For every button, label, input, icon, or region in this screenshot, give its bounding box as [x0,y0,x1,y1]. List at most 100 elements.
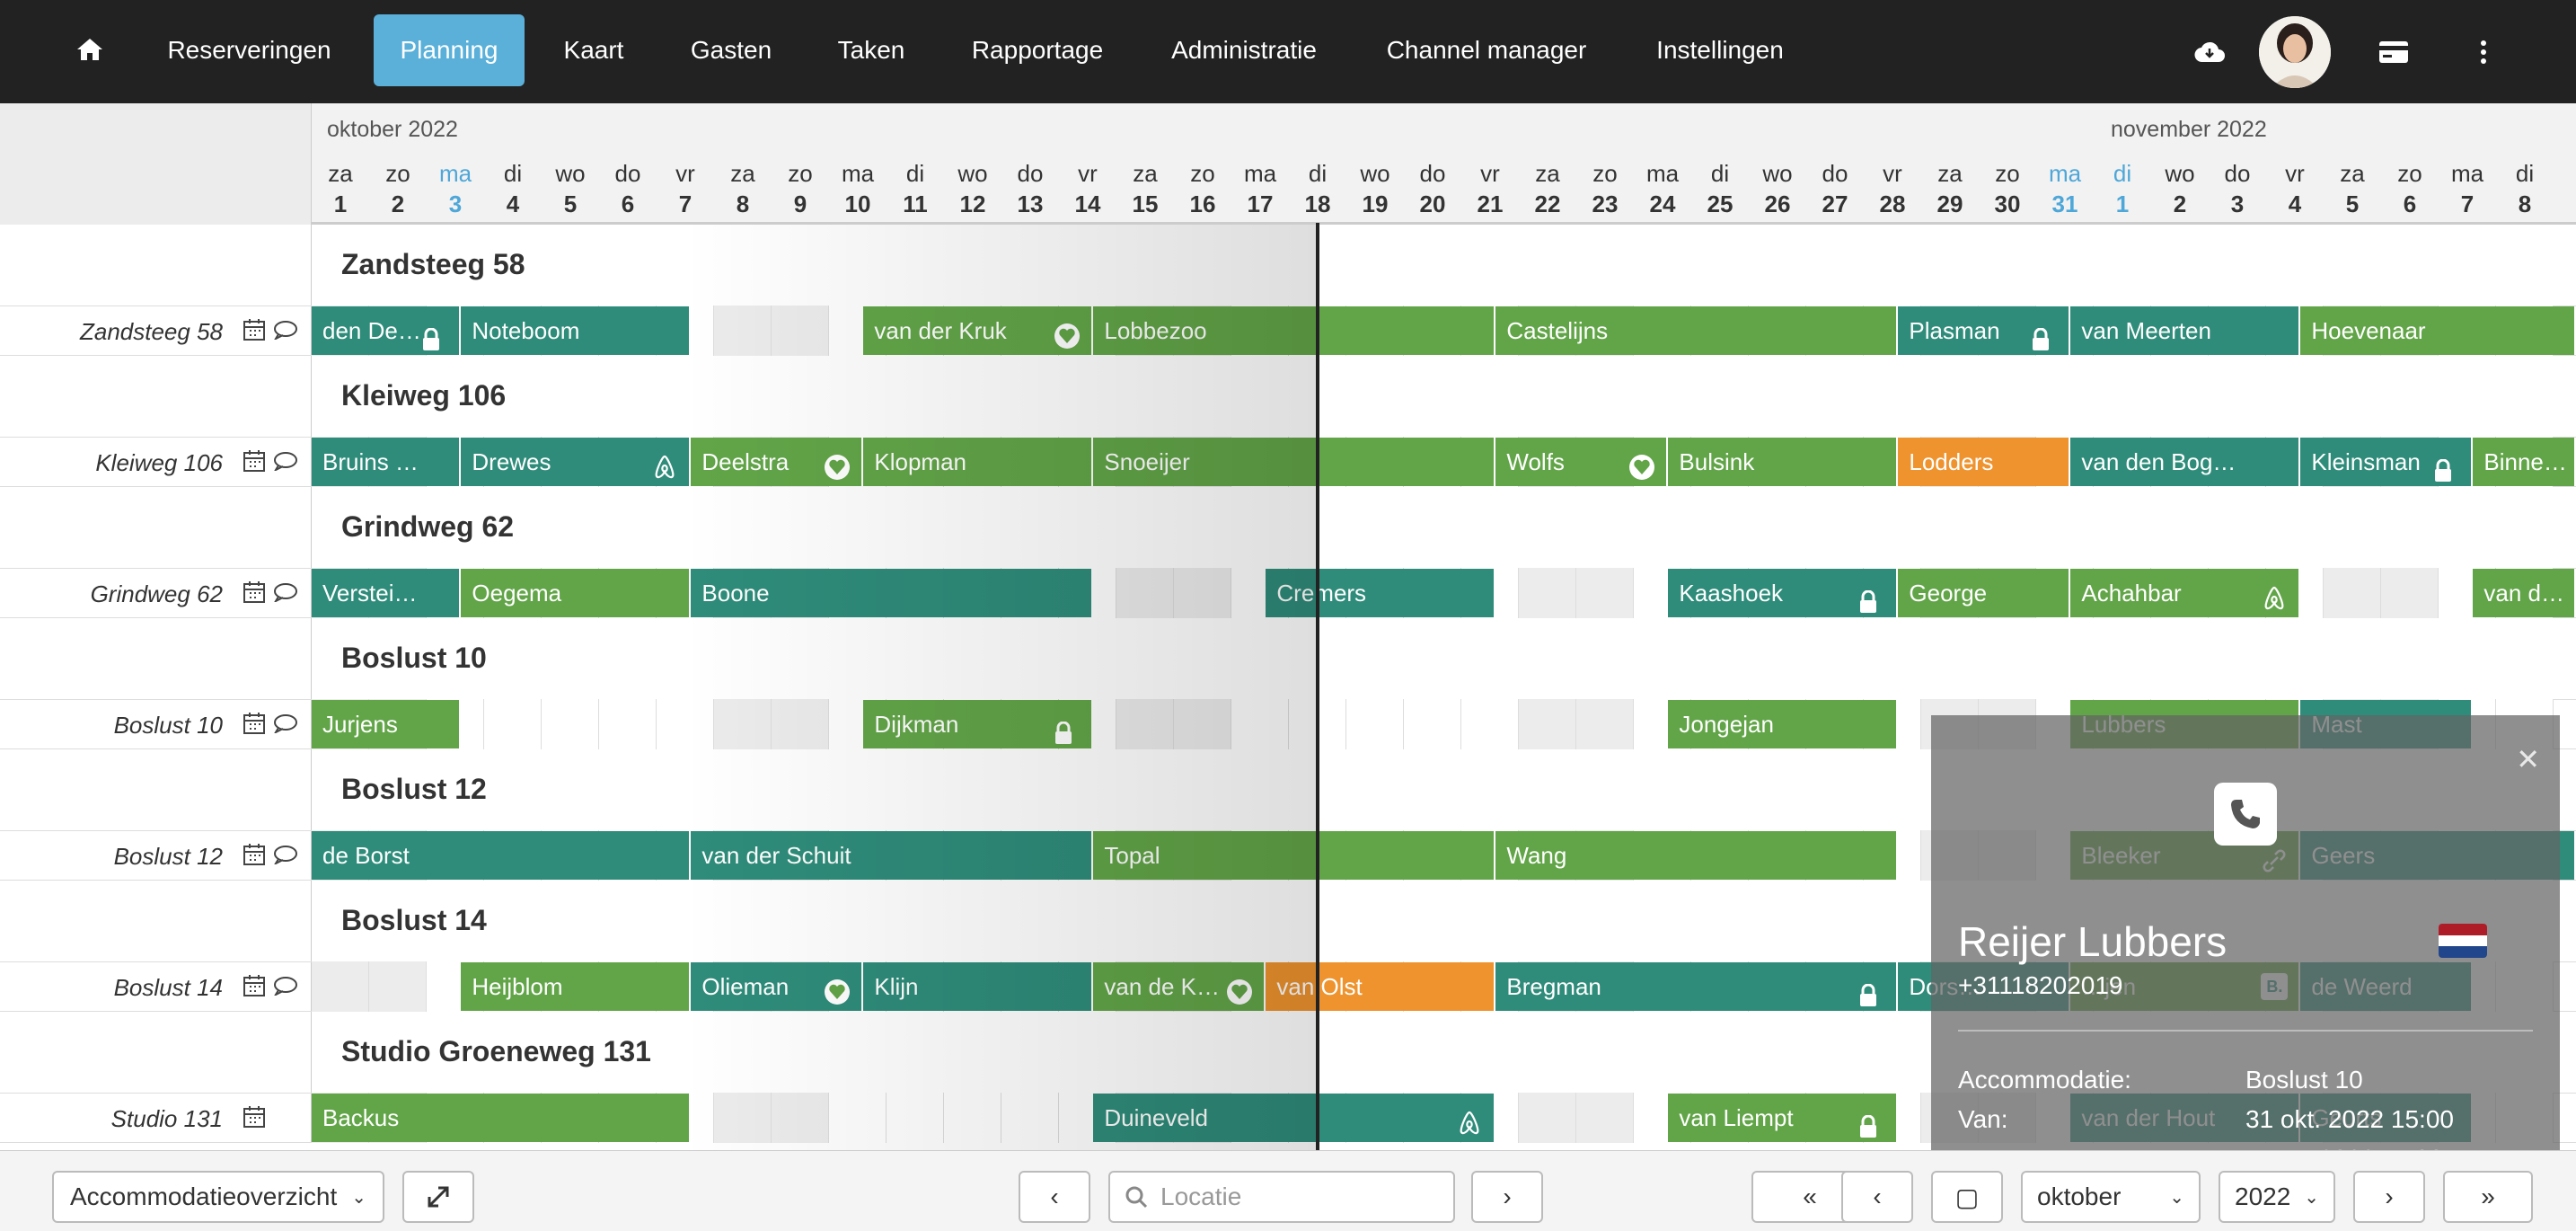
day-cell[interactable] [714,699,772,749]
reservation-bar[interactable]: Boone [691,569,1094,617]
year-select[interactable]: 2022 ⌄ [2219,1171,2335,1223]
reservation-bar[interactable]: Oegema [461,569,692,617]
reservation-bar[interactable]: de Borst [312,831,692,880]
unit-name[interactable]: Studio 131 [110,1105,223,1132]
unit-name[interactable]: Boslust 14 [113,974,223,1001]
day-cell[interactable] [1519,699,1576,749]
day-cell[interactable] [772,699,829,749]
cloud-download-icon[interactable] [2174,0,2245,103]
calendar-icon[interactable] [243,580,269,606]
reservation-bar[interactable]: van der B… [2473,569,2576,617]
reservation-bar[interactable]: van Meerten [2070,306,2301,355]
day-cell[interactable] [944,1093,1001,1143]
reservation-bar[interactable]: Klijn [863,962,1094,1011]
prev-location-button[interactable]: ‹ [1019,1171,1090,1223]
reservation-bar[interactable]: van de K… [1093,962,1266,1011]
reservation-bar[interactable]: Achahbar [2070,569,2301,617]
reservation-bar[interactable]: Snoeijer [1093,438,1496,486]
unit-name[interactable]: Boslust 12 [113,843,223,870]
next-month-button[interactable]: › [2353,1171,2425,1223]
day-cell[interactable] [599,699,657,749]
day-cell[interactable] [1519,1093,1576,1143]
next-location-button[interactable]: › [1471,1171,1543,1223]
unit-name[interactable]: Grindweg 62 [90,580,223,607]
day-cell[interactable] [1174,699,1231,749]
last-page-button[interactable]: » [2443,1171,2533,1223]
day-cell[interactable] [1576,699,1634,749]
nav-item-3[interactable]: Gasten [690,36,772,64]
reservation-bar[interactable]: den De… [312,306,462,355]
reservation-bar[interactable]: Wang [1495,831,1899,880]
day-cell[interactable] [1404,699,1461,749]
calendar-icon[interactable] [243,318,269,343]
reservation-bar[interactable]: van der Schuit [691,831,1094,880]
unit-name[interactable]: Zandsteeg 58 [79,318,223,345]
day-cell[interactable] [1519,568,1576,618]
day-cell[interactable] [1576,568,1634,618]
day-cell[interactable] [887,1093,944,1143]
prev-month-button[interactable]: ‹ [1841,1171,1913,1223]
reservation-bar[interactable]: Kleinsman [2300,438,2474,486]
nav-item-5[interactable]: Rapportage [971,36,1104,64]
reservation-bar[interactable]: Deelstra [691,438,864,486]
day-cell[interactable] [369,961,427,1012]
reservation-bar[interactable]: Hoevenaar [2300,306,2576,355]
nav-item-8[interactable]: Instellingen [1656,36,1784,64]
day-cell[interactable] [714,306,772,356]
nav-item-6[interactable]: Administratie [1171,36,1317,64]
reservation-bar[interactable]: Dijkman [863,700,1094,748]
day-cell[interactable] [1116,568,1174,618]
day-cell[interactable] [829,1093,887,1143]
day-cell[interactable] [2381,568,2439,618]
reservation-bar[interactable]: Kaashoek [1668,569,1899,617]
reservation-bar[interactable]: van Liempt [1668,1094,1899,1142]
unit-name[interactable]: Boslust 10 [113,712,223,739]
reservation-bar[interactable]: Backus [312,1094,692,1142]
reservation-bar[interactable]: Noteboom [461,306,692,355]
phone-icon[interactable] [2214,783,2277,846]
reservation-bar[interactable]: Binnendijk [2473,438,2576,486]
nav-item-2[interactable]: Kaart [563,36,624,64]
day-cell[interactable] [772,306,829,356]
calendar-icon[interactable] [243,712,269,737]
fullscreen-button[interactable] [402,1171,474,1223]
reservation-bar[interactable]: Bruins … [312,438,462,486]
comment-icon[interactable] [273,582,300,606]
day-cell[interactable] [484,699,542,749]
day-cell[interactable] [1116,699,1174,749]
day-cell[interactable] [1346,699,1404,749]
day-cell[interactable] [1576,1093,1634,1143]
reservation-bar[interactable]: van der Kruk [863,306,1094,355]
day-cell[interactable] [1174,568,1231,618]
credit-card-icon[interactable] [2358,0,2430,103]
day-cell[interactable] [1231,699,1289,749]
reservation-bar[interactable]: Lodders [1898,438,2071,486]
more-vertical-icon[interactable] [2457,0,2510,103]
view-select[interactable]: Accommodatieoverzicht ⌄ [52,1171,384,1223]
reservation-bar[interactable]: Verstei… [312,569,462,617]
reservation-bar[interactable]: Jongejan [1668,700,1899,748]
reservation-bar[interactable]: Wolfs [1495,438,1669,486]
location-search-input[interactable]: Locatie [1108,1171,1455,1223]
day-cell[interactable] [1001,1093,1059,1143]
reservation-bar[interactable]: Bulsink [1668,438,1899,486]
reservation-bar[interactable]: Drewes [461,438,692,486]
comment-icon[interactable] [273,976,300,999]
day-cell[interactable] [657,699,714,749]
comment-icon[interactable] [273,451,300,474]
day-cell[interactable] [2324,568,2381,618]
reservation-bar[interactable]: Klopman [863,438,1094,486]
reservation-bar[interactable]: Topal [1093,831,1496,880]
reservation-bar[interactable]: van den Bog… [2070,438,2301,486]
nav-item-7[interactable]: Channel manager [1386,36,1587,64]
nav-item-0[interactable]: Reserveringen [167,36,331,64]
comment-icon[interactable] [273,713,300,737]
unit-name[interactable]: Kleiweg 106 [95,449,223,476]
day-cell[interactable] [772,1093,829,1143]
day-cell[interactable] [542,699,599,749]
reservation-bar[interactable]: Heijblom [461,962,692,1011]
reservation-bar[interactable]: Duineveld [1093,1094,1496,1142]
today-checkbox[interactable]: ▢ [1931,1171,2003,1223]
reservation-bar[interactable]: Jurjens [312,700,462,748]
reservation-bar[interactable]: George [1898,569,2071,617]
